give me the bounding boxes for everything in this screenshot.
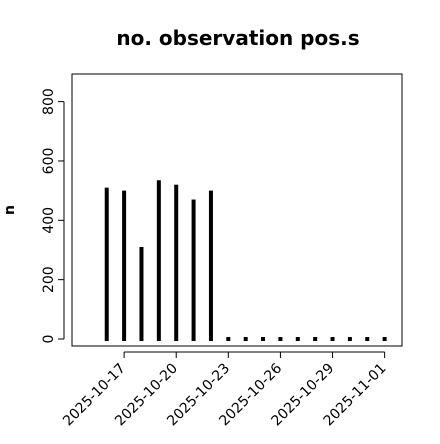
bar bbox=[156, 180, 161, 341]
y-tick-label: 200 bbox=[41, 266, 57, 293]
bar bbox=[226, 337, 231, 341]
chart-title: no. observation pos.s bbox=[116, 26, 359, 50]
bar bbox=[382, 337, 387, 341]
y-axis-label: n bbox=[2, 205, 18, 215]
y-axis: 0 200 400 600 800 bbox=[41, 88, 65, 344]
bar bbox=[191, 199, 196, 341]
bar bbox=[347, 337, 352, 341]
bar bbox=[261, 337, 266, 341]
y-tick-label: 400 bbox=[41, 207, 57, 234]
bar bbox=[122, 190, 127, 341]
bar bbox=[365, 337, 370, 341]
y-tick-label: 800 bbox=[41, 88, 57, 115]
bars-group bbox=[104, 180, 387, 341]
bar bbox=[174, 184, 179, 341]
y-tick-label: 0 bbox=[41, 335, 57, 344]
bar bbox=[330, 337, 335, 341]
bar bbox=[104, 187, 109, 341]
bar bbox=[243, 337, 248, 341]
bar bbox=[139, 247, 144, 341]
bar bbox=[295, 337, 300, 341]
x-axis: 2025-10-172025-10-202025-10-232025-10-26… bbox=[60, 351, 389, 429]
bar bbox=[313, 337, 318, 341]
bar bbox=[278, 337, 283, 341]
bar bbox=[208, 190, 213, 341]
plot-frame bbox=[71, 73, 403, 347]
y-tick-label: 600 bbox=[41, 148, 57, 175]
